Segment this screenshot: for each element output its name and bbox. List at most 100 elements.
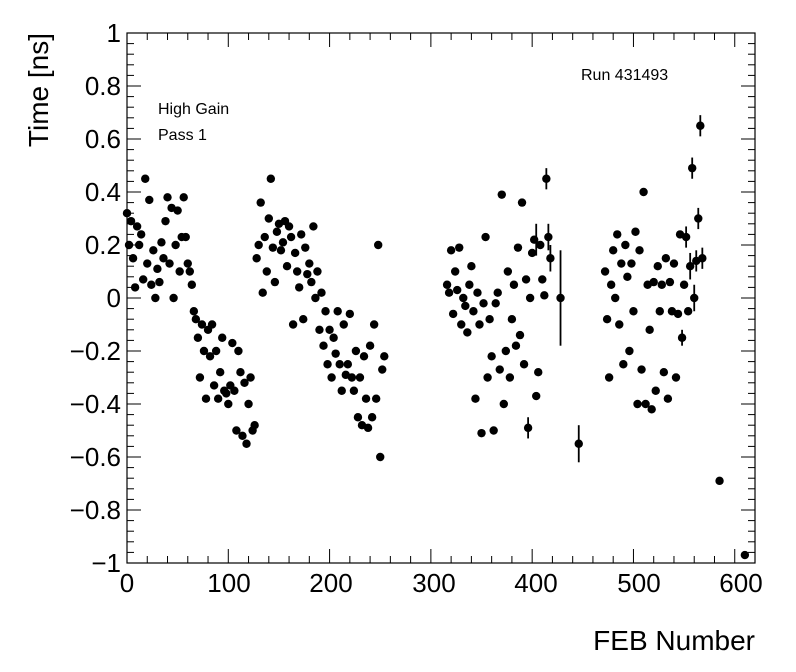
data-point — [651, 386, 660, 395]
x-axis-title: FEB Number — [593, 625, 755, 656]
data-point — [544, 232, 553, 242]
data-point — [380, 352, 389, 361]
y-tick-label-10: 1 — [107, 18, 121, 48]
data-point — [317, 288, 326, 297]
data-point — [677, 333, 687, 342]
data-point — [625, 346, 634, 356]
data-point — [262, 267, 271, 276]
data-point — [527, 248, 537, 258]
x-tick-label-2: 200 — [309, 568, 352, 598]
data-point — [128, 254, 138, 263]
data-point — [473, 288, 482, 297]
data-point — [505, 373, 515, 382]
data-point — [534, 368, 543, 377]
data-point — [325, 325, 334, 334]
data-point — [444, 288, 454, 297]
data-point — [181, 232, 190, 242]
data-point — [542, 174, 551, 183]
data-point — [493, 288, 502, 297]
data-point — [292, 267, 302, 276]
data-point — [671, 373, 681, 382]
data-point — [683, 307, 693, 316]
data-point — [604, 373, 614, 382]
data-point — [457, 320, 466, 329]
data-point — [465, 280, 474, 289]
data-point — [615, 320, 624, 329]
data-point — [179, 193, 188, 202]
data-point — [517, 198, 527, 207]
axis-ticks — [126, 32, 756, 564]
data-point — [159, 254, 168, 263]
data-point — [602, 315, 612, 324]
data-point — [222, 389, 231, 398]
data-point — [199, 346, 209, 356]
data-point — [335, 360, 344, 369]
data-point — [629, 307, 638, 316]
data-point — [207, 320, 217, 329]
data-point — [450, 267, 460, 276]
data-point — [284, 222, 294, 231]
data-point — [515, 330, 525, 340]
data-point — [538, 275, 547, 284]
data-point — [349, 386, 359, 395]
data-point — [641, 399, 650, 409]
data-point — [161, 216, 170, 226]
data-point — [213, 394, 223, 403]
data-point — [355, 373, 365, 382]
data-point — [639, 187, 648, 197]
data-point — [487, 352, 496, 361]
data-point — [661, 254, 671, 263]
data-point — [627, 259, 636, 268]
data-point — [698, 254, 707, 263]
data-point — [688, 163, 697, 173]
data-point — [491, 299, 500, 308]
data-point — [459, 293, 468, 303]
data-point — [509, 280, 519, 289]
x-tick-label-0: 0 — [120, 568, 134, 598]
annotation-pass: Pass 1 — [158, 127, 207, 144]
data-point — [153, 264, 162, 274]
data-point — [556, 293, 565, 303]
data-point — [155, 277, 164, 287]
data-point — [369, 320, 379, 329]
data-point — [455, 243, 464, 252]
data-point — [218, 333, 227, 342]
data-point — [337, 386, 346, 395]
data-point — [169, 293, 178, 303]
data-point — [130, 283, 140, 292]
data-point — [653, 262, 662, 271]
data-point — [495, 365, 504, 374]
y-tick-label-7: 0.4 — [85, 177, 121, 207]
data-point — [187, 280, 197, 289]
data-point — [266, 174, 276, 183]
data-point — [126, 216, 136, 226]
data-point — [608, 246, 618, 255]
data-point — [690, 293, 699, 303]
data-point — [232, 426, 241, 435]
data-point — [655, 307, 664, 316]
data-point — [611, 293, 620, 303]
y-tick-label-0: −1 — [91, 548, 121, 578]
data-point — [201, 394, 211, 403]
data-point — [240, 378, 249, 387]
data-point — [260, 232, 269, 242]
data-point — [715, 476, 724, 486]
data-point — [205, 352, 215, 361]
data-point — [681, 232, 691, 242]
data-point — [329, 333, 338, 342]
data-point — [606, 280, 616, 289]
data-point — [649, 277, 658, 287]
data-point — [663, 394, 673, 403]
data-point — [195, 373, 205, 382]
data-point — [359, 352, 369, 361]
data-point — [461, 301, 470, 311]
data-point — [272, 227, 282, 236]
data-point — [288, 320, 298, 329]
y-tick-label-9: 0.8 — [85, 71, 121, 101]
data-point — [501, 346, 511, 356]
data-point — [211, 346, 221, 356]
data-point — [471, 394, 480, 403]
data-point — [141, 174, 150, 183]
data-point — [228, 338, 237, 348]
data-point — [448, 309, 458, 319]
